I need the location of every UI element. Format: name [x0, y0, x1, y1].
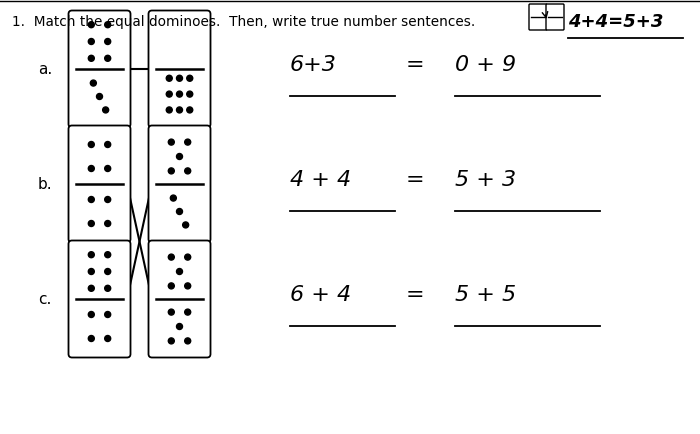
- Circle shape: [90, 81, 97, 87]
- Text: 4+4=5+3: 4+4=5+3: [568, 13, 664, 31]
- Circle shape: [105, 336, 111, 342]
- Circle shape: [88, 23, 95, 29]
- Circle shape: [88, 269, 95, 275]
- FancyBboxPatch shape: [546, 5, 564, 31]
- FancyBboxPatch shape: [69, 241, 130, 358]
- Text: 1.  Match the equal dominoes.  Then, write true number sentences.: 1. Match the equal dominoes. Then, write…: [12, 15, 475, 29]
- FancyBboxPatch shape: [148, 241, 211, 358]
- Circle shape: [167, 108, 172, 114]
- Text: c.: c.: [38, 292, 51, 307]
- Circle shape: [88, 142, 95, 148]
- Circle shape: [187, 108, 192, 114]
- Circle shape: [176, 92, 183, 98]
- Text: =: =: [406, 170, 424, 190]
- Circle shape: [105, 286, 111, 292]
- Circle shape: [167, 92, 172, 98]
- FancyBboxPatch shape: [529, 5, 547, 31]
- Circle shape: [176, 324, 183, 330]
- Circle shape: [97, 94, 102, 100]
- Circle shape: [183, 223, 189, 228]
- Circle shape: [103, 108, 108, 114]
- Circle shape: [187, 76, 192, 82]
- Circle shape: [105, 252, 111, 258]
- Circle shape: [88, 197, 95, 203]
- Circle shape: [176, 154, 183, 160]
- Text: 0 + 9: 0 + 9: [455, 55, 516, 75]
- Circle shape: [105, 39, 111, 46]
- Circle shape: [185, 338, 190, 344]
- Circle shape: [88, 166, 95, 172]
- Circle shape: [88, 286, 95, 292]
- Text: 5 + 5: 5 + 5: [455, 284, 516, 304]
- Circle shape: [88, 56, 95, 62]
- Circle shape: [105, 23, 111, 29]
- Circle shape: [88, 39, 95, 46]
- Circle shape: [168, 283, 174, 289]
- FancyBboxPatch shape: [69, 126, 130, 243]
- Text: 6+3: 6+3: [290, 55, 337, 75]
- Circle shape: [105, 312, 111, 318]
- Circle shape: [168, 140, 174, 146]
- Circle shape: [105, 197, 111, 203]
- Circle shape: [176, 209, 183, 215]
- Circle shape: [176, 108, 183, 114]
- Circle shape: [168, 254, 174, 260]
- Circle shape: [105, 269, 111, 275]
- Text: 4 + 4: 4 + 4: [290, 170, 351, 190]
- Circle shape: [185, 254, 190, 260]
- Circle shape: [88, 221, 95, 227]
- Circle shape: [88, 252, 95, 258]
- Circle shape: [170, 196, 176, 202]
- Text: 6 + 4: 6 + 4: [290, 284, 351, 304]
- Circle shape: [185, 168, 190, 174]
- Circle shape: [185, 140, 190, 146]
- Circle shape: [168, 309, 174, 316]
- Circle shape: [105, 221, 111, 227]
- Text: =: =: [406, 284, 424, 304]
- Text: a.: a.: [38, 62, 52, 77]
- Text: =: =: [406, 55, 424, 75]
- FancyBboxPatch shape: [69, 11, 130, 128]
- Circle shape: [168, 168, 174, 174]
- Circle shape: [176, 269, 183, 275]
- FancyBboxPatch shape: [148, 11, 211, 128]
- Circle shape: [185, 283, 190, 289]
- Circle shape: [105, 166, 111, 172]
- Circle shape: [185, 309, 190, 316]
- Circle shape: [176, 76, 183, 82]
- Circle shape: [187, 92, 192, 98]
- Circle shape: [88, 312, 95, 318]
- Circle shape: [105, 56, 111, 62]
- Circle shape: [168, 338, 174, 344]
- Circle shape: [105, 142, 111, 148]
- Circle shape: [88, 336, 95, 342]
- Text: b.: b.: [38, 177, 52, 192]
- Circle shape: [167, 76, 172, 82]
- Text: 5 + 3: 5 + 3: [455, 170, 516, 190]
- FancyBboxPatch shape: [148, 126, 211, 243]
